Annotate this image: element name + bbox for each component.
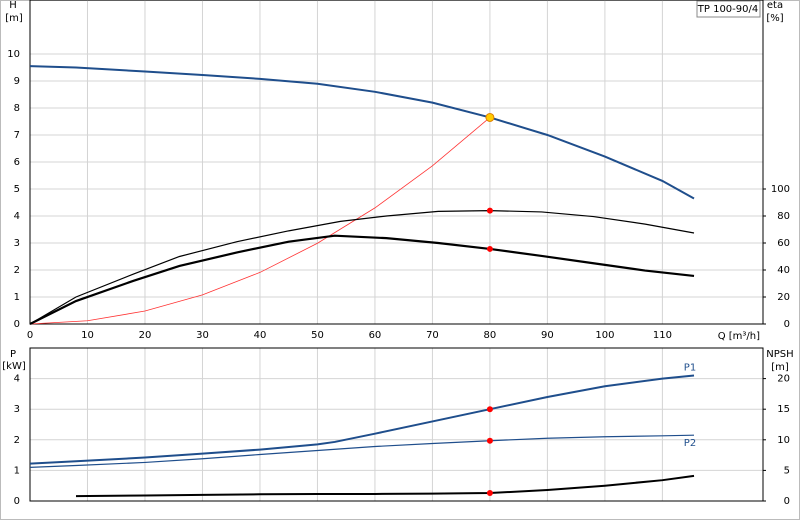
plot-area (29, 0, 764, 325)
series-label: P1 (684, 363, 696, 374)
x-tick-label: 90 (541, 330, 554, 341)
operating-point (486, 406, 493, 413)
y2-tick-label: 0 (784, 319, 790, 330)
x-tick-label: 30 (196, 330, 209, 341)
y2-tick-label: 100 (771, 184, 790, 195)
y-tick-label: 7 (14, 130, 20, 141)
y-tick-label: 3 (14, 404, 20, 415)
y-tick-label: 10 (7, 49, 20, 60)
y2-tick-label: 20 (777, 374, 790, 385)
y-tick-label: 8 (14, 103, 20, 114)
y2-tick-label: 80 (777, 211, 790, 222)
y2-tick-label: 60 (777, 238, 790, 249)
operating-point (486, 437, 493, 444)
operating-point (485, 112, 495, 122)
curve (29, 374, 695, 465)
curve (29, 234, 695, 325)
y2-label: eta (767, 0, 783, 11)
x-tick-label: 110 (653, 330, 672, 341)
x-tick-label: 0 (27, 330, 33, 341)
y-tick-label: 1 (14, 465, 20, 476)
x-tick-label: 20 (139, 330, 152, 341)
y2-unit: [%] (766, 13, 783, 24)
x-tick-label: 80 (484, 330, 497, 341)
y-tick-label: 0 (14, 496, 20, 507)
operating-point (486, 207, 493, 214)
operating-point (486, 245, 493, 252)
chart-title: TP 100-90/4 (697, 4, 758, 15)
series-label: P2 (684, 438, 696, 449)
y-label: H (9, 0, 17, 11)
x-tick-label: 50 (311, 330, 324, 341)
y-tick-label: 1 (14, 292, 20, 303)
x-tick-label: 100 (595, 330, 614, 341)
y2-tick-label: 15 (777, 404, 790, 415)
y-tick-label: 4 (14, 211, 20, 222)
curve (29, 117, 491, 325)
x-tick-label: 10 (81, 330, 94, 341)
x-label: Q [m³/h] (718, 331, 760, 342)
y2-tick-label: 0 (784, 496, 790, 507)
y-tick-label: 5 (14, 184, 20, 195)
y-unit: [kW] (2, 361, 26, 372)
curve (29, 65, 695, 200)
y-unit: [m] (5, 13, 23, 24)
y-tick-label: 2 (14, 265, 20, 276)
operating-point (486, 490, 493, 497)
y2-label: NPSH (766, 349, 793, 360)
y-tick-label: 9 (14, 76, 20, 87)
y2-tick-label: 10 (777, 435, 790, 446)
y-tick-label: 3 (14, 238, 20, 249)
y2-unit: [m] (771, 362, 789, 373)
x-tick-label: 40 (254, 330, 267, 341)
x-tick-label: 60 (369, 330, 382, 341)
y2-tick-label: 20 (777, 292, 790, 303)
x-tick-label: 70 (426, 330, 439, 341)
curve (75, 474, 695, 498)
curve (29, 434, 695, 468)
y-tick-label: 4 (14, 374, 20, 385)
title-box (696, 0, 761, 18)
curve (29, 209, 695, 325)
y-tick-label: 0 (14, 319, 20, 330)
y-label: P (10, 349, 16, 360)
y2-tick-label: 40 (777, 265, 790, 276)
y2-tick-label: 5 (784, 465, 790, 476)
plot-area (29, 347, 764, 502)
y-tick-label: 6 (14, 157, 20, 168)
y-tick-label: 2 (14, 435, 20, 446)
